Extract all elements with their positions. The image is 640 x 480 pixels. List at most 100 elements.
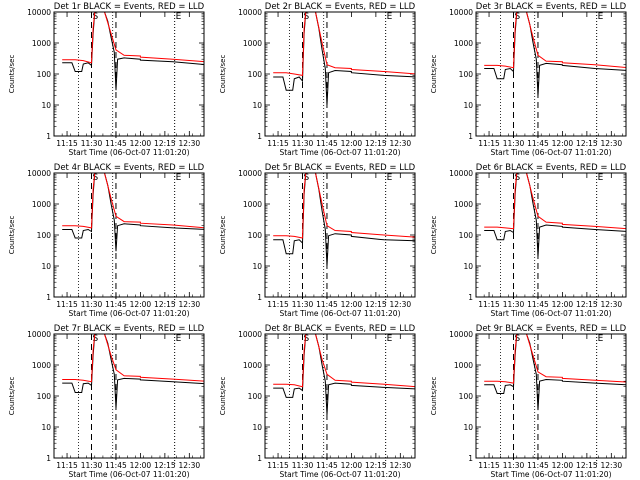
y-tick-label: 10 [463,101,473,110]
series-lld-line [484,334,626,384]
x-tick-label: 12:00 [341,461,363,470]
event-marker-label: S [304,334,310,344]
event-marker-label: S [515,173,521,183]
x-tick-label: 12:30 [179,300,201,309]
y-tick-label: 1 [46,454,51,463]
y-tick-label: 1000 [243,200,262,209]
x-tick-label: 11:30 [81,139,103,148]
x-tick-label: 12:15 [365,461,387,470]
x-tick-label: 11:15 [56,139,78,148]
panel-5: Det 5r BLACK = Events, RED = LLD Counts/s… [219,163,416,318]
event-marker-label: E [176,334,182,344]
y-tick-label: 1000 [454,361,473,370]
x-tick-label: 11:30 [292,300,314,309]
event-marker-label: E [598,334,604,344]
panel-title: Det 5r BLACK = Events, RED = LLD [265,163,416,173]
panel-title: Det 2r BLACK = Events, RED = LLD [265,2,416,12]
panel-title: Det 4r BLACK = Events, RED = LLD [54,163,205,173]
panel-title: Det 6r BLACK = Events, RED = LLD [476,163,627,173]
event-marker-label: S [515,334,521,344]
x-tick-label: 12:00 [130,139,152,148]
x-tick-label: 12:15 [576,461,598,470]
y-axis-label: Counts/sec [8,55,16,94]
x-tick-label: 11:30 [81,300,103,309]
x-tick-label: 12:30 [179,139,201,148]
y-axis-label: Counts/sec [8,377,16,416]
x-axis-label: Start Time (06-Oct-07 11:01:20) [68,309,189,318]
x-tick-label: 11:15 [267,300,289,309]
series-events-line [484,12,626,96]
plot-frame [53,172,205,298]
x-tick-label: 12:30 [390,300,412,309]
x-tick-label: 12:15 [365,300,387,309]
y-tick-label: 10000 [449,8,473,17]
series-events-line [273,12,415,106]
x-tick-label: 12:30 [601,300,623,309]
x-tick-label: 11:45 [105,461,127,470]
event-marker-label: S [93,334,99,344]
x-tick-label: 11:30 [81,461,103,470]
y-axis-label: Counts/sec [430,377,438,416]
x-tick-label: 12:00 [552,300,574,309]
y-tick-label: 100 [459,392,474,401]
y-tick-label: 100 [248,70,263,79]
x-tick-label: 12:15 [154,139,176,148]
event-marker-label: E [176,173,182,183]
x-tick-label: 12:00 [552,139,574,148]
x-axis-label: Start Time (06-Oct-07 11:01:20) [490,309,611,318]
y-tick-label: 10 [252,423,262,432]
y-tick-label: 100 [37,70,52,79]
x-tick-label: 12:15 [154,461,176,470]
y-tick-label: 10 [41,101,51,110]
x-tick-label: 12:00 [341,139,363,148]
y-tick-label: 1000 [454,200,473,209]
series-events-line [62,12,204,91]
x-tick-label: 12:15 [365,139,387,148]
series-events-line [273,173,415,267]
y-tick-label: 10 [41,423,51,432]
panel-title: Det 8r BLACK = Events, RED = LLD [265,324,416,334]
plot-frame [475,11,627,137]
x-tick-label: 12:30 [601,461,623,470]
plot-frame [475,172,627,298]
x-tick-label: 12:00 [341,300,363,309]
y-tick-label: 10000 [238,330,262,339]
x-tick-label: 11:45 [316,461,338,470]
series-lld-line [273,173,415,239]
event-marker-label: E [598,12,604,22]
series-events-line [62,334,204,409]
event-marker-label: S [304,173,310,183]
event-marker-label: E [598,173,604,183]
series-events-line [62,173,204,252]
y-tick-label: 100 [37,231,52,240]
series-events-line [484,334,626,411]
x-tick-label: 11:45 [527,139,549,148]
y-tick-label: 1 [468,132,473,141]
x-tick-label: 11:45 [316,300,338,309]
event-marker-label: E [387,12,393,22]
series-lld-line [484,173,626,230]
x-tick-label: 12:00 [130,300,152,309]
event-marker-label: E [387,173,393,183]
y-tick-label: 1 [46,132,51,141]
series-lld-line [484,12,626,69]
x-tick-label: 12:30 [390,139,412,148]
panel-7: Det 7r BLACK = Events, RED = LLD Counts/s… [8,324,205,479]
plot-frame [264,11,416,137]
panel-title: Det 7r BLACK = Events, RED = LLD [54,324,205,334]
y-axis-label: Counts/sec [219,377,227,416]
y-tick-label: 1000 [243,39,262,48]
series-events-line [273,334,415,415]
event-marker-label: E [387,334,393,344]
y-tick-label: 10000 [449,330,473,339]
y-tick-label: 10000 [238,169,262,178]
x-axis-label: Start Time (06-Oct-07 11:01:20) [68,148,189,157]
x-axis-label: Start Time (06-Oct-07 11:01:20) [490,470,611,479]
x-tick-label: 12:00 [130,461,152,470]
x-axis-label: Start Time (06-Oct-07 11:01:20) [279,148,400,157]
event-marker-label: S [304,12,310,22]
panel-title: Det 3r BLACK = Events, RED = LLD [476,2,627,12]
y-tick-label: 100 [459,70,474,79]
x-tick-label: 12:15 [154,300,176,309]
plot-frame [53,11,205,137]
